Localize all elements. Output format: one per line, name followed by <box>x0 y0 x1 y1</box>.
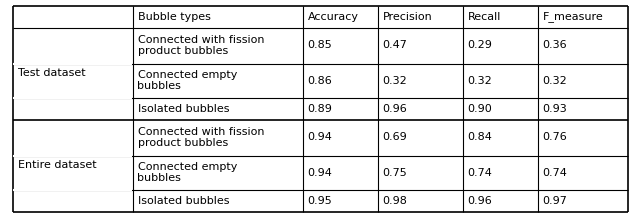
Text: 0.90: 0.90 <box>467 104 492 113</box>
Text: 0.96: 0.96 <box>467 196 492 205</box>
Text: 0.32: 0.32 <box>543 76 567 85</box>
Text: 0.29: 0.29 <box>467 41 492 51</box>
Text: Accuracy: Accuracy <box>307 12 358 21</box>
Text: 0.89: 0.89 <box>307 104 332 113</box>
Text: 0.94: 0.94 <box>307 133 332 143</box>
Text: 0.96: 0.96 <box>383 104 407 113</box>
Text: 0.74: 0.74 <box>467 168 492 178</box>
Text: 0.97: 0.97 <box>543 196 568 205</box>
Text: Connected with fission
product bubbles: Connected with fission product bubbles <box>138 35 264 56</box>
Text: Precision: Precision <box>383 12 432 21</box>
Text: 0.36: 0.36 <box>543 41 567 51</box>
Text: 0.32: 0.32 <box>467 76 492 85</box>
Text: Isolated bubbles: Isolated bubbles <box>138 104 229 113</box>
Text: 0.74: 0.74 <box>543 168 568 178</box>
Text: Bubble types: Bubble types <box>138 12 211 21</box>
Text: 0.98: 0.98 <box>383 196 408 205</box>
Text: 0.84: 0.84 <box>467 133 492 143</box>
Text: 0.86: 0.86 <box>307 76 332 85</box>
Text: Isolated bubbles: Isolated bubbles <box>138 196 229 205</box>
Text: Connected empty
bubbles: Connected empty bubbles <box>138 70 237 91</box>
Text: 0.75: 0.75 <box>383 168 407 178</box>
Text: 0.94: 0.94 <box>307 168 332 178</box>
Text: Connected with fission
product bubbles: Connected with fission product bubbles <box>138 127 264 148</box>
Text: 0.76: 0.76 <box>543 133 567 143</box>
Text: Recall: Recall <box>467 12 501 21</box>
Text: 0.85: 0.85 <box>307 41 332 51</box>
Text: 0.93: 0.93 <box>543 104 567 113</box>
Text: Test dataset: Test dataset <box>17 69 85 79</box>
Text: Connected empty
bubbles: Connected empty bubbles <box>138 162 237 183</box>
Text: F_measure: F_measure <box>543 11 604 22</box>
Text: 0.95: 0.95 <box>307 196 332 205</box>
Text: 0.69: 0.69 <box>383 133 407 143</box>
Text: 0.47: 0.47 <box>383 41 408 51</box>
Text: 0.32: 0.32 <box>383 76 407 85</box>
Text: Entire dataset: Entire dataset <box>17 161 96 171</box>
